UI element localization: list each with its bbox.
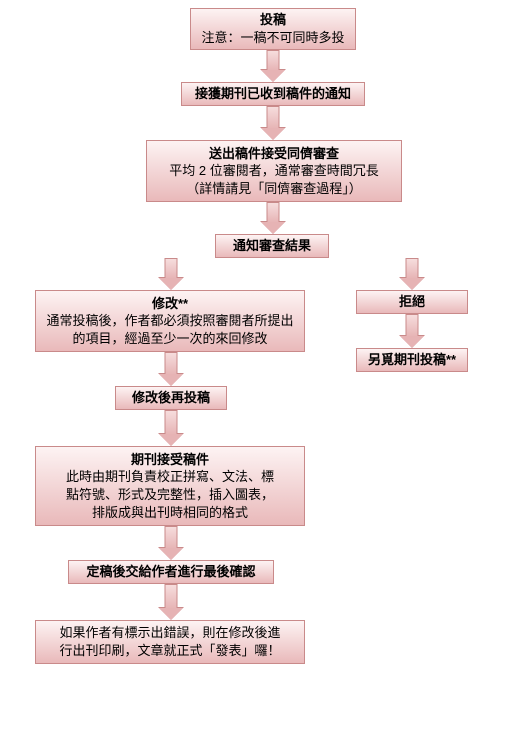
flowchart-canvas: 投稿注意：一稿不可同時多投接獲期刊已收到稿件的通知送出稿件接受同儕審查平均 2 … [0,0,521,735]
node-title: 通知審查結果 [233,237,311,255]
arrow-head-icon [261,70,285,82]
flowchart-arrow-a9 [170,526,171,560]
node-body: 此時由期刊負責校正拼寫、文法、標點符號、形式及完整性，插入圖表，排版成與出刊時相… [66,468,274,521]
flowchart-node-n6: 拒絕 [356,290,468,314]
node-title: 拒絕 [399,293,425,311]
arrow-head-icon [400,278,424,290]
arrow-head-icon [159,278,183,290]
arrow-shaft [164,526,177,549]
node-body: 注意：一稿不可同時多投 [201,29,344,47]
flowchart-arrow-a5 [411,258,412,290]
flowchart-node-n1: 投稿注意：一稿不可同時多投 [190,8,356,50]
flowchart-node-n7: 另覓期刊投稿** [356,348,468,372]
flowchart-node-n4: 通知審查結果 [215,234,329,258]
flowchart-node-n2: 接獲期刊已收到稿件的通知 [181,82,365,106]
flowchart-arrow-a10 [170,584,171,620]
node-title: 接獲期刊已收到稿件的通知 [195,85,351,103]
node-title: 定稿後交給作者進行最後確認 [86,563,255,581]
node-body: 通常投稿後，作者都必須按照審閱者所提出的項目，經過至少一次的來回修改 [46,312,293,347]
flowchart-arrow-a3 [272,202,273,234]
arrow-shaft [405,314,418,337]
flowchart-node-n8: 修改後再投稿 [115,386,227,410]
flowchart-node-n10: 定稿後交給作者進行最後確認 [68,560,274,584]
flowchart-arrow-a8 [170,410,171,446]
arrow-shaft [266,106,279,129]
arrow-shaft [405,258,418,279]
flowchart-node-n11: 如果作者有標示出錯誤，則在修改後進行出刊印刷，文章就正式「發表」囉！ [35,620,305,664]
flowchart-node-n9: 期刊接受稿件此時由期刊負責校正拼寫、文法、標點符號、形式及完整性，插入圖表，排版… [35,446,305,526]
arrow-head-icon [400,336,424,348]
node-title: 投稿 [260,11,286,29]
arrow-head-icon [159,434,183,446]
flowchart-arrow-a4 [170,258,171,290]
arrow-shaft [266,50,279,71]
node-title: 期刊接受稿件 [131,451,209,469]
node-title: 另覓期刊投稿** [368,351,456,369]
arrow-head-icon [261,128,285,140]
flowchart-arrow-a7 [170,352,171,386]
node-body: 平均 2 位審閱者，通常審查時間冗長（詳情請見「同儕審查過程」） [169,162,378,197]
arrow-shaft [266,202,279,223]
flowchart-arrow-a1 [272,50,273,82]
flowchart-arrow-a6 [411,314,412,348]
arrow-head-icon [159,608,183,620]
node-body: 如果作者有標示出錯誤，則在修改後進行出刊印刷，文章就正式「發表」囉！ [59,624,280,659]
arrow-head-icon [159,548,183,560]
flowchart-node-n3: 送出稿件接受同儕審查平均 2 位審閱者，通常審查時間冗長（詳情請見「同儕審查過程… [146,140,402,202]
flowchart-arrow-a2 [272,106,273,140]
flowchart-node-n5: 修改**通常投稿後，作者都必須按照審閱者所提出的項目，經過至少一次的來回修改 [35,290,305,352]
node-title: 送出稿件接受同儕審查 [209,145,339,163]
node-title: 修改後再投稿 [132,389,210,407]
arrow-shaft [164,410,177,435]
arrow-head-icon [261,222,285,234]
arrow-shaft [164,584,177,609]
arrow-head-icon [159,374,183,386]
arrow-shaft [164,258,177,279]
node-title: 修改** [152,295,188,313]
arrow-shaft [164,352,177,375]
